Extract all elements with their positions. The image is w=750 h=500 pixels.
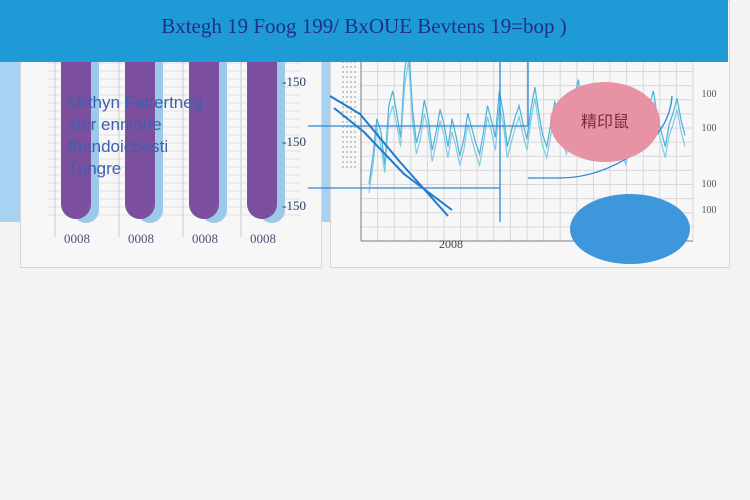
flow-curve — [329, 95, 449, 217]
description-line: fhandoicbesti — [68, 137, 169, 156]
right-tick-label: 100 — [702, 89, 717, 100]
flow-curve — [333, 107, 453, 211]
x-tick-label: 2008 — [439, 237, 463, 251]
bar-category-label: 0008 — [64, 231, 90, 246]
bar-category-label: 0008 — [128, 231, 154, 246]
flow-chart: -150 -150 -150 — [282, 62, 673, 222]
description-line: stor enniorle — [68, 115, 162, 134]
blue-circle-shape — [570, 194, 690, 264]
bar-category-label: 0008 — [192, 231, 218, 246]
right-tick-label: 100 — [702, 205, 717, 216]
description-line: Mrthyn Fattertneg — [68, 93, 203, 112]
bar — [61, 37, 91, 219]
y-tick-label: -150 — [282, 74, 306, 89]
right-tick-label: 100 — [702, 179, 717, 190]
y-tick-label: -150 — [282, 134, 306, 149]
banner: Bxtegh 19 Foog 199/ BxOUE Bevtens 19=bop… — [0, 0, 728, 62]
y-tick-label: -150 — [282, 198, 306, 213]
description-line: Tungre — [68, 159, 122, 178]
description-text: Mrthyn Fattertneg stor enniorle fhandoic… — [68, 92, 268, 180]
right-tick-label: 100 — [702, 123, 717, 134]
infographic-panel: Bxtegh 19 Foog 199/ BxOUE Bevtens 19=bop… — [0, 0, 728, 264]
bar-category-label: 0008 — [250, 231, 276, 246]
bar — [247, 37, 277, 219]
bar — [125, 37, 155, 219]
badge-label: 精印鼠 — [580, 112, 629, 131]
bar — [189, 37, 219, 219]
pink-circle-badge — [550, 82, 660, 162]
banner-title: Bxtegh 19 Foog 199/ BxOUE Bevtens 19=bop… — [161, 14, 567, 38]
